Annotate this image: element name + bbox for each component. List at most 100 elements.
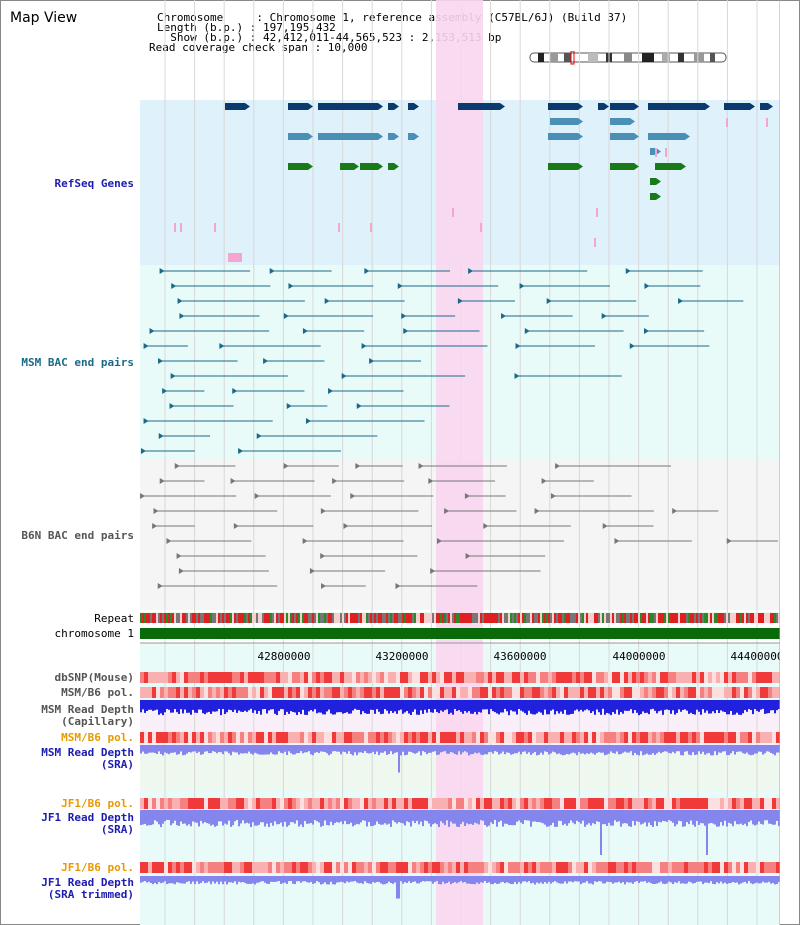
polymorphism-heat-tracks[interactable] <box>140 672 780 873</box>
heat-cell <box>300 732 304 743</box>
depth-bar <box>220 745 222 753</box>
depth-bar <box>552 810 554 823</box>
heat-cell <box>192 798 196 809</box>
depth-bar <box>368 700 370 714</box>
heat-cell <box>704 798 708 809</box>
heat-cell <box>680 862 684 873</box>
genome-plot[interactable]: 42800000 43200000 43600000 44000000 4440… <box>140 0 780 925</box>
heat-cell <box>668 732 672 743</box>
repeat-bar <box>358 613 360 623</box>
depth-bar <box>216 745 218 754</box>
b6n-bac-track[interactable] <box>140 463 778 589</box>
depth-bar <box>140 745 142 754</box>
repeat-bar <box>460 613 462 623</box>
msm-bac-pair-end <box>143 343 149 349</box>
depth-bar <box>774 745 776 756</box>
gene-block <box>548 163 578 170</box>
depth-bar <box>346 810 348 825</box>
depth-bar <box>704 810 706 826</box>
depth-bar <box>576 810 578 821</box>
heat-cell <box>300 798 304 809</box>
repeat-bar <box>406 613 408 623</box>
msm-bac-pair-end <box>169 403 175 409</box>
depth-bar <box>228 700 230 710</box>
repeat-track[interactable] <box>140 613 780 623</box>
heat-cell <box>416 798 420 809</box>
heat-cell <box>320 732 324 743</box>
heat-cell <box>396 672 400 683</box>
depth-bar <box>434 700 436 710</box>
depth-bar <box>706 745 708 754</box>
depth-bar <box>770 700 772 711</box>
depth-bar <box>672 745 674 752</box>
axis-tick-label: 43200000 <box>376 650 429 663</box>
depth-bar <box>518 700 520 709</box>
depth-bar <box>768 700 770 714</box>
depth-bar <box>150 810 152 826</box>
depth-bar <box>388 700 390 714</box>
depth-bar <box>298 700 300 713</box>
b6n-bac-pair-end <box>672 508 678 514</box>
repeat-bar <box>658 613 660 623</box>
depth-bar <box>494 700 496 713</box>
heat-cell <box>160 687 164 698</box>
depth-bar <box>140 810 142 826</box>
heat-cell <box>768 672 772 683</box>
msm-bac-pair-end <box>546 298 552 304</box>
msm-bac-pair-end <box>288 283 294 289</box>
depth-bar <box>562 876 564 884</box>
heat-cell <box>640 798 644 809</box>
heat-cell <box>580 798 584 809</box>
heat-cell <box>188 862 192 873</box>
heat-cell <box>552 672 556 683</box>
depth-bar <box>664 700 666 710</box>
gene-arrow <box>630 118 635 125</box>
depth-bar <box>318 810 320 823</box>
repeat-bar <box>612 613 614 623</box>
depth-bar <box>482 810 484 821</box>
heat-cell <box>460 732 464 743</box>
heat-cell <box>284 798 288 809</box>
repeat-bar <box>700 613 702 623</box>
refseq-mark <box>228 253 242 262</box>
depth-bar <box>400 700 402 710</box>
msm-bac-track[interactable] <box>140 268 744 454</box>
heat-cell <box>236 862 240 873</box>
depth-bar <box>168 700 170 710</box>
heat-cell <box>192 672 196 683</box>
depth-bar <box>386 810 388 825</box>
repeat-bar <box>242 613 244 623</box>
depth-bar <box>670 700 672 714</box>
repeat-bar <box>184 613 186 623</box>
depth-bar <box>186 876 188 882</box>
heat-cell <box>288 798 292 809</box>
repeat-bar <box>146 613 148 623</box>
depth-bar <box>496 810 498 827</box>
heat-cell <box>152 687 156 698</box>
chromosome-bar[interactable] <box>140 628 780 639</box>
depth-bar <box>744 745 746 754</box>
depth-bar <box>376 745 378 752</box>
depth-bar <box>734 876 736 883</box>
depth-bar <box>506 745 508 753</box>
depth-bar <box>452 876 454 883</box>
heat-cell <box>196 687 200 698</box>
heat-cell <box>612 862 616 873</box>
highlighted-region[interactable] <box>436 0 483 925</box>
depth-bar <box>404 876 406 883</box>
depth-bar <box>548 700 550 715</box>
depth-bar <box>280 810 282 823</box>
depth-bar <box>246 745 248 754</box>
depth-bar <box>602 700 604 709</box>
depth-bar <box>502 745 504 752</box>
heat-cell <box>392 687 396 698</box>
msm-bac-pair-end <box>515 343 521 349</box>
heat-cell <box>304 687 308 698</box>
depth-bar <box>646 745 648 754</box>
heat-cell <box>576 687 580 698</box>
refseq-genes-track[interactable] <box>174 103 773 262</box>
heat-cell <box>756 732 760 743</box>
depth-bar <box>288 876 290 882</box>
read-depth-tracks[interactable] <box>140 700 780 899</box>
depth-bar <box>488 700 490 715</box>
